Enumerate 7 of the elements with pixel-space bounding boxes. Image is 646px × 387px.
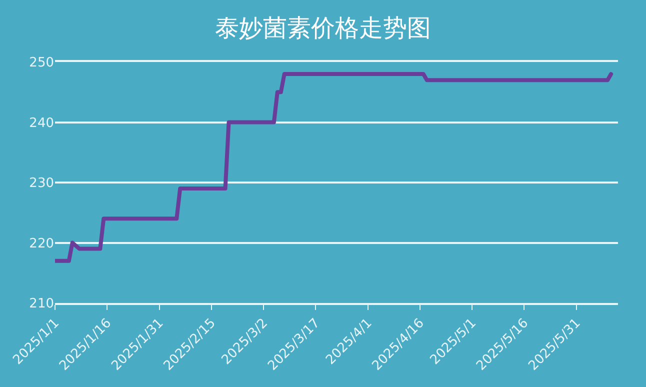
line-series [55, 72, 614, 263]
y-tick-label: 210 [29, 296, 54, 312]
y-tick-label: 230 [29, 176, 54, 192]
y-tick-label: 250 [29, 56, 54, 71]
y-tick-label: 240 [29, 116, 54, 131]
y-tick-label: 220 [29, 236, 54, 252]
chart-title: 泰妙菌素价格走势图 [215, 14, 431, 42]
